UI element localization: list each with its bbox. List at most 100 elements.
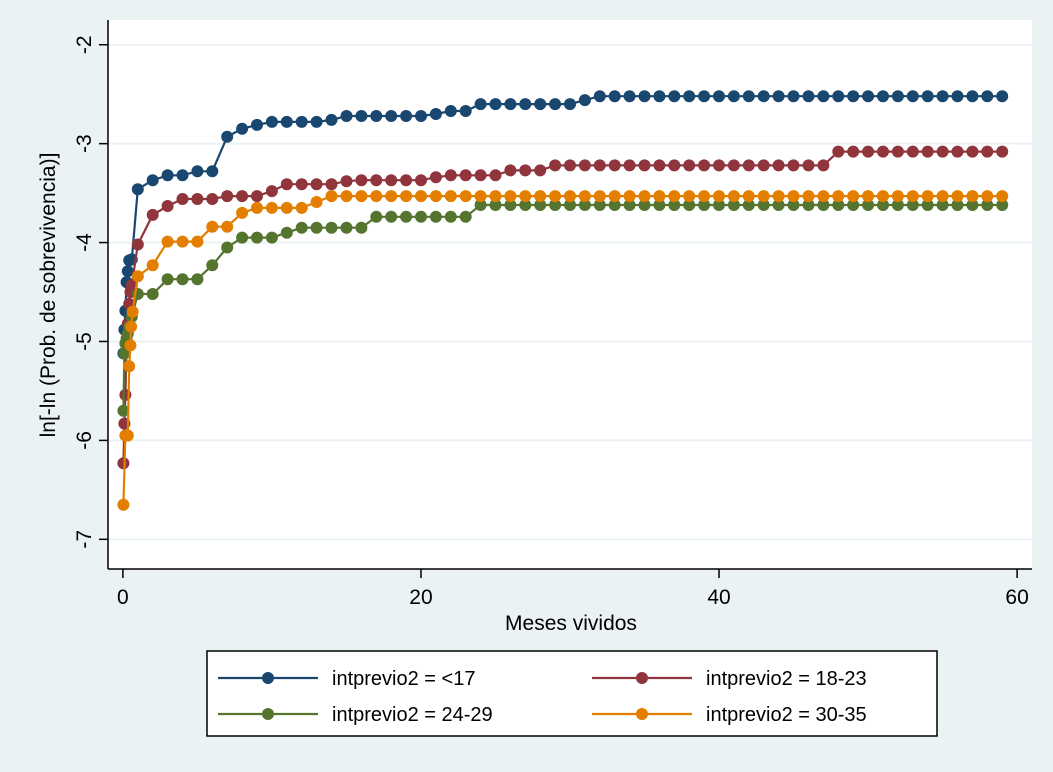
legend-label: intprevio2 = <17 bbox=[332, 668, 475, 690]
y-axis-title: ln[-ln (Prob. de sobrevivencia)] bbox=[37, 153, 60, 438]
data-point bbox=[474, 169, 487, 182]
data-point bbox=[966, 90, 979, 103]
data-point bbox=[936, 190, 949, 203]
data-point bbox=[146, 174, 159, 187]
data-point bbox=[415, 174, 427, 187]
legend-marker bbox=[262, 708, 274, 720]
data-point bbox=[534, 98, 547, 111]
data-point bbox=[653, 190, 666, 203]
data-point bbox=[891, 190, 904, 203]
data-point bbox=[817, 199, 830, 211]
data-point bbox=[683, 190, 696, 203]
data-point bbox=[310, 221, 323, 234]
data-point bbox=[280, 226, 293, 239]
data-point bbox=[578, 190, 591, 203]
data-point bbox=[504, 164, 517, 177]
data-point bbox=[280, 115, 293, 128]
data-point bbox=[936, 145, 949, 158]
data-point bbox=[832, 90, 845, 103]
data-point bbox=[772, 159, 785, 172]
data-point bbox=[608, 159, 621, 172]
data-point bbox=[921, 190, 934, 203]
data-point bbox=[206, 165, 219, 178]
data-point bbox=[519, 164, 532, 177]
data-point bbox=[832, 145, 845, 158]
data-point bbox=[125, 320, 138, 333]
data-point bbox=[549, 98, 562, 111]
data-point bbox=[623, 159, 636, 172]
legend-marker bbox=[636, 708, 648, 720]
data-point bbox=[415, 190, 427, 203]
x-tick-label: 60 bbox=[1005, 586, 1028, 609]
data-point bbox=[504, 199, 517, 211]
data-point bbox=[221, 220, 234, 233]
data-point bbox=[131, 270, 144, 283]
data-point bbox=[727, 159, 740, 172]
data-point bbox=[370, 210, 383, 223]
data-point bbox=[996, 199, 1009, 211]
data-point bbox=[802, 159, 815, 172]
data-point bbox=[578, 199, 591, 211]
data-point bbox=[131, 238, 144, 251]
data-point bbox=[608, 190, 621, 203]
data-point bbox=[146, 259, 159, 272]
data-point bbox=[564, 199, 576, 211]
data-point bbox=[236, 231, 249, 244]
data-point bbox=[459, 105, 472, 117]
data-point bbox=[623, 190, 636, 203]
data-point bbox=[638, 199, 651, 211]
data-point bbox=[683, 199, 696, 211]
data-point bbox=[564, 98, 576, 111]
data-point bbox=[638, 90, 651, 103]
data-point bbox=[161, 273, 174, 286]
data-point bbox=[638, 159, 651, 172]
data-point bbox=[653, 90, 666, 103]
data-point bbox=[295, 201, 308, 214]
data-point bbox=[772, 190, 785, 203]
data-point bbox=[444, 190, 457, 203]
data-point bbox=[191, 235, 204, 248]
data-point bbox=[265, 115, 278, 128]
data-point bbox=[966, 190, 979, 203]
data-point bbox=[713, 90, 725, 103]
data-point bbox=[698, 199, 711, 211]
data-point bbox=[340, 190, 353, 203]
data-point bbox=[906, 190, 919, 203]
data-point bbox=[519, 199, 532, 211]
data-point bbox=[966, 145, 979, 158]
data-point bbox=[593, 159, 606, 172]
data-point bbox=[161, 200, 174, 212]
data-point bbox=[295, 178, 308, 191]
data-point bbox=[847, 145, 860, 158]
data-point bbox=[713, 199, 725, 211]
data-point bbox=[757, 159, 770, 172]
data-point bbox=[191, 273, 204, 286]
data-point bbox=[817, 159, 830, 172]
x-tick-label: 40 bbox=[707, 586, 730, 609]
data-point bbox=[400, 174, 413, 187]
data-point bbox=[176, 235, 189, 248]
data-point bbox=[564, 159, 576, 172]
data-point bbox=[489, 190, 502, 203]
data-point bbox=[131, 183, 144, 196]
data-point bbox=[236, 206, 249, 219]
data-point bbox=[668, 199, 681, 211]
data-point bbox=[251, 201, 263, 214]
data-point bbox=[862, 90, 875, 103]
data-point bbox=[489, 98, 502, 111]
series-1 bbox=[117, 90, 1009, 360]
data-point bbox=[459, 190, 472, 203]
data-point bbox=[325, 221, 338, 234]
data-point bbox=[608, 199, 621, 211]
data-point bbox=[191, 165, 204, 178]
data-point bbox=[727, 90, 740, 103]
data-point bbox=[713, 159, 725, 172]
data-point bbox=[355, 190, 368, 203]
data-point bbox=[251, 231, 263, 244]
data-point bbox=[549, 199, 562, 211]
data-point bbox=[683, 90, 696, 103]
data-point bbox=[236, 190, 249, 203]
data-point bbox=[787, 199, 800, 211]
data-point bbox=[951, 190, 964, 203]
